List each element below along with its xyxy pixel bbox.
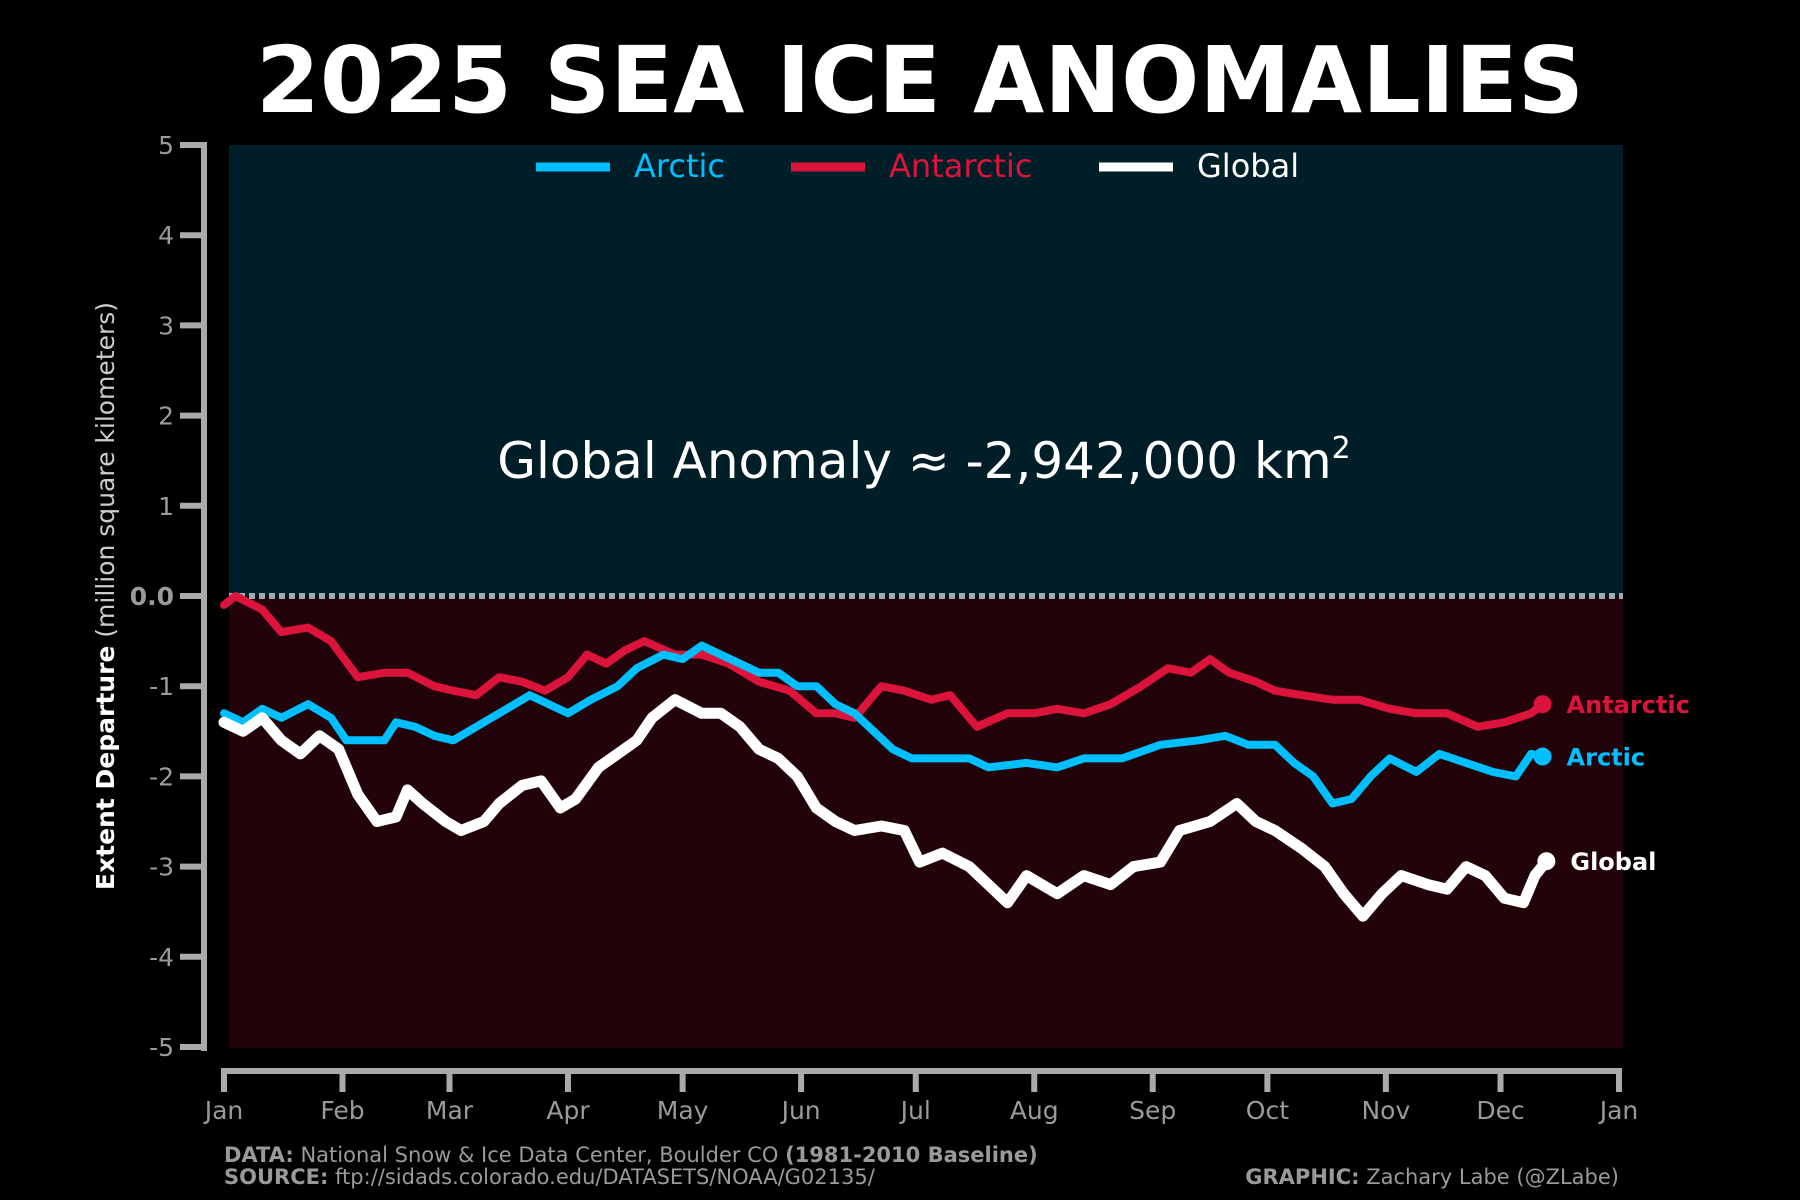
antarctic-end-label: Antarctic bbox=[1567, 691, 1690, 719]
y-tick-label: 1 bbox=[158, 492, 174, 521]
x-tick-label: Oct bbox=[1246, 1096, 1289, 1125]
y-axis-label: Extent Departure (million square kilomet… bbox=[91, 302, 120, 890]
graphic-author: Zachary Labe (@ZLabe) bbox=[1360, 1165, 1619, 1189]
x-tick-label: Nov bbox=[1361, 1096, 1410, 1125]
graphic-label: GRAPHIC: bbox=[1245, 1165, 1359, 1189]
data-text: National Snow & Ice Data Center, Boulder… bbox=[294, 1143, 785, 1167]
annotation-text: Global Anomaly ≈ -2,942,000 km bbox=[497, 432, 1331, 490]
y-tick-label: -4 bbox=[149, 943, 174, 972]
graphic-credit: GRAPHIC: Zachary Labe (@ZLabe) bbox=[1245, 1165, 1619, 1189]
source-label: SOURCE: bbox=[224, 1165, 328, 1189]
x-tick-label: Sep bbox=[1129, 1096, 1176, 1125]
legend-label-antarctic: Antarctic bbox=[889, 147, 1032, 185]
arctic-end-point bbox=[1533, 747, 1552, 766]
data-credit: DATA: National Snow & Ice Data Center, B… bbox=[224, 1143, 1038, 1167]
y-tick-label: -5 bbox=[149, 1033, 174, 1062]
x-tick-label: Jun bbox=[780, 1096, 821, 1125]
x-tick-label: Mar bbox=[426, 1096, 474, 1125]
legend: Arctic Antarctic Global bbox=[536, 147, 1299, 185]
positive-region bbox=[229, 145, 1623, 596]
y-tick-label: 0.0 bbox=[130, 582, 174, 611]
y-tick-label: -3 bbox=[149, 853, 174, 882]
source-credit: SOURCE: ftp://sidads.colorado.edu/DATASE… bbox=[224, 1165, 876, 1189]
y-tick-label: 5 bbox=[158, 131, 174, 160]
legend-label-arctic: Arctic bbox=[634, 147, 725, 185]
baseline-text: (1981-2010 Baseline) bbox=[785, 1143, 1038, 1167]
global-series-line bbox=[218, 694, 1552, 922]
x-tick-label: Apr bbox=[546, 1096, 590, 1125]
data-label: DATA: bbox=[224, 1143, 294, 1167]
y-axis-label-bold: Extent Departure bbox=[91, 646, 120, 890]
global-end-label: Global bbox=[1570, 848, 1656, 876]
y-axis-label-unit: (million square kilometers) bbox=[91, 302, 120, 646]
x-tick-label: Jul bbox=[899, 1096, 931, 1125]
x-tick-label: Aug bbox=[1010, 1096, 1059, 1125]
global-anomaly-annotation: Global Anomaly ≈ -2,942,000 km2 bbox=[497, 431, 1351, 490]
arctic-series-line bbox=[220, 641, 1547, 808]
x-tick-label: Dec bbox=[1476, 1096, 1524, 1125]
y-tick-label: 2 bbox=[158, 402, 174, 431]
y-tick-label: 4 bbox=[158, 221, 174, 250]
y-tick-label: -2 bbox=[149, 762, 174, 791]
x-tick-label: Feb bbox=[320, 1096, 364, 1125]
annotation-superscript: 2 bbox=[1332, 431, 1351, 466]
x-tick-label: Jan bbox=[203, 1096, 244, 1125]
x-tick-label: Jan bbox=[1598, 1096, 1639, 1125]
arctic-end-label: Arctic bbox=[1567, 744, 1646, 772]
y-tick-label: -1 bbox=[149, 672, 174, 701]
source-url: ftp://sidads.colorado.edu/DATASETS/NOAA/… bbox=[328, 1165, 875, 1189]
chart-title: 2025 SEA ICE ANOMALIES bbox=[256, 27, 1584, 134]
footer: DATA: National Snow & Ice Data Center, B… bbox=[224, 1143, 1619, 1189]
global-end-point bbox=[1537, 852, 1556, 871]
y-tick-label: 3 bbox=[158, 311, 174, 340]
antarctic-end-point bbox=[1533, 695, 1552, 714]
negative-region bbox=[229, 596, 1623, 1048]
legend-label-global: Global bbox=[1197, 147, 1299, 185]
x-tick-label: May bbox=[657, 1096, 709, 1125]
